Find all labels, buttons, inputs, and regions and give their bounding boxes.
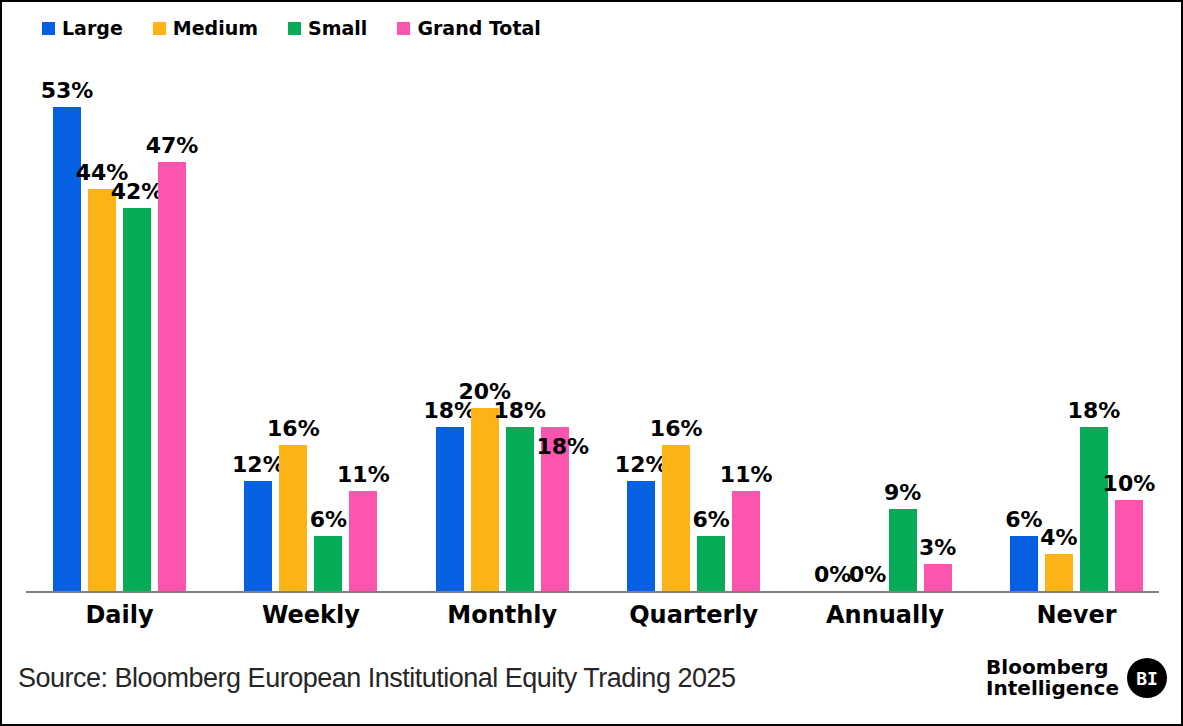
bar-large-weekly [244,481,272,591]
bar-large-quarterly [627,481,655,591]
bar-group-annually: 0%0%9%3% [819,42,952,591]
value-label-grand-total-daily: 47% [146,135,199,157]
bar-large-never [1010,536,1038,591]
value-label-large-annually: 0% [814,564,851,586]
bar-small-annually [889,509,917,591]
bar-group-never: 6%4%18%10% [1010,42,1143,591]
legend-swatch-icon [397,22,410,35]
legend-swatch-icon [288,22,301,35]
bar-medium-never [1045,554,1073,591]
category-label-monthly: Monthly [436,601,569,638]
value-label-small-quarterly: 6% [692,509,729,531]
bar-medium-daily [88,189,116,591]
bar-small-never [1080,427,1108,591]
legend-label: Medium [173,17,258,39]
legend-swatch-icon [42,22,55,35]
footer: Source: Bloomberg European Institutional… [2,638,1181,724]
bar-small-quarterly [697,536,725,591]
bi-badge-icon: BI [1127,658,1167,698]
value-label-medium-weekly: 16% [267,418,320,440]
bloomberg-intelligence-logo: Bloomberg Intelligence BI [986,657,1167,699]
bar-grand-total-quarterly [732,491,760,591]
bar-grand-total-annually [924,564,952,591]
bar-group-quarterly: 12%16%6%11% [627,42,760,591]
bar-grand-total-daily [158,162,186,591]
plot-area: 53%44%42%47% 12% 16% 6% 11% 18%20%18%18% 12% 16… [2,42,1181,591]
bar-small-monthly [506,427,534,591]
category-label-weekly: Weekly [244,601,377,638]
bar-medium-weekly [279,445,307,591]
category-label-annually: Annually [819,601,952,638]
bar-group-monthly: 18%20%18%18% [436,42,569,591]
value-label-large-quarterly: 12% [615,454,668,476]
value-label-small-daily: 42% [111,181,164,203]
bar-small-daily [123,208,151,591]
bar-medium-monthly [471,408,499,591]
bar-group-weekly: 12%16%6%11% [244,42,377,591]
bar-medium-quarterly [662,445,690,591]
legend-label: Small [308,17,367,39]
legend-label: Grand Total [417,17,540,39]
category-label-never: Never [1010,601,1143,638]
bar-large-monthly [436,427,464,591]
value-label-large-weekly: 12% [232,454,285,476]
value-label-grand-total-annually: 3% [919,537,956,559]
value-label-small-weekly: 6% [310,509,347,531]
legend-label: Large [62,17,123,39]
legend-item-medium: Medium [153,17,258,39]
value-label-grand-total-weekly: 11% [337,464,390,486]
value-label-small-annually: 9% [884,482,921,504]
value-label-medium-annually: 0% [849,564,886,586]
legend: Large Medium Small Grand Total [2,2,1181,42]
logo-line-2: Intelligence [986,678,1119,699]
logo-line-1: Bloomberg [986,657,1119,678]
category-label-daily: Daily [53,601,186,638]
legend-item-grand-total: Grand Total [397,17,540,39]
value-label-large-daily: 53% [41,80,94,102]
value-label-small-monthly: 18% [493,400,546,422]
bar-grand-total-never [1115,500,1143,591]
value-label-grand-total-never: 10% [1103,473,1156,495]
value-label-small-never: 18% [1068,400,1121,422]
chart-frame: Large Medium Small Grand Total 53%44%42%47%… [0,0,1183,726]
bar-group-daily: 53%44%42%47% [53,42,186,591]
bloomberg-intelligence-wordmark: Bloomberg Intelligence [986,657,1119,699]
source-text: Source: Bloomberg European Institutional… [18,663,735,694]
category-label-quarterly: Quarterly [627,601,760,638]
bar-grand-total-weekly [349,491,377,591]
value-label-large-never: 6% [1005,509,1042,531]
value-label-grand-total-quarterly: 11% [720,464,773,486]
legend-swatch-icon [153,22,166,35]
bar-small-weekly [314,536,342,591]
value-label-grand-total-monthly: 18% [536,436,589,458]
category-axis-labels: Daily Weekly Monthly Quarterly Annually Never [2,593,1181,638]
legend-item-small: Small [288,17,367,39]
value-label-medium-quarterly: 16% [650,418,703,440]
legend-item-large: Large [42,17,123,39]
value-label-medium-never: 4% [1040,527,1077,549]
